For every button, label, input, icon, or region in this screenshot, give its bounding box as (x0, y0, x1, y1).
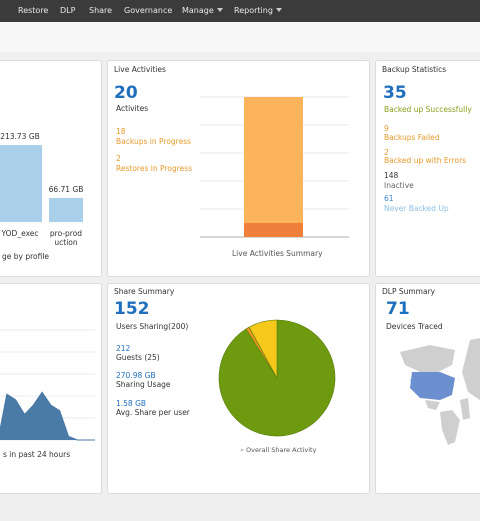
nav-item[interactable]: Restore (18, 6, 49, 15)
stat-label: Avg. Share per user (116, 408, 190, 417)
area (0, 391, 95, 441)
stat-value: 2 (116, 154, 121, 163)
world-map (400, 338, 480, 445)
bar (0, 145, 42, 222)
stat-label: Backups in Progress (116, 137, 192, 146)
nav-item[interactable]: Share (89, 6, 113, 15)
panel (107, 60, 370, 277)
stat-label: Backed up with Errors (384, 156, 467, 165)
map-country (410, 378, 418, 388)
data-label: 213.73 GB (0, 132, 40, 141)
map-land (462, 338, 480, 400)
toolbar-band (0, 22, 480, 52)
bar-segment (244, 223, 303, 237)
big-number: 20 (114, 83, 138, 103)
x-tick-label: YOD_exec (0, 229, 38, 238)
caption: Live Activities Summary (232, 249, 323, 258)
stat-value: 212 (116, 344, 131, 353)
big-number: 71 (386, 299, 410, 319)
map-land (460, 398, 470, 420)
nav-item[interactable]: Governance (124, 6, 173, 15)
nav-item[interactable]: Reporting (234, 6, 282, 15)
map-land (425, 400, 440, 410)
data-label: 66.71 GB (49, 185, 84, 194)
stat-label: Sharing Usage (116, 380, 171, 389)
stat-value: 270.98 GB (116, 371, 156, 380)
nav-item[interactable]: DLP (60, 6, 76, 15)
map-land (400, 345, 455, 372)
nav-item[interactable]: Manage (182, 6, 223, 15)
map-land (440, 410, 460, 445)
stat-label: Guests (25) (116, 353, 160, 362)
panel-title: DLP Summary (382, 287, 436, 296)
stat-label: Backups Failed (384, 133, 440, 142)
panel-title: Share Summary (114, 287, 175, 296)
legend-dot (240, 448, 244, 452)
bar (49, 197, 83, 222)
map-country (410, 372, 455, 400)
stat-label: Restores in Progress (116, 164, 192, 173)
big-number: 35 (383, 83, 407, 103)
pie-slice (248, 319, 278, 379)
panel-title: Backup Statistics (382, 65, 447, 74)
stat-value: 61 (384, 194, 394, 203)
label: Users Sharing(200) (116, 322, 189, 331)
stat-label: Inactive (384, 181, 414, 190)
stat-value: 18 (116, 127, 126, 136)
caption: ge by profile (2, 252, 50, 261)
bar-segment (244, 97, 303, 223)
caption: s in past 24 hours (3, 450, 71, 459)
caption: Overall Share Activity (246, 446, 317, 454)
label: Backed up Successfully (384, 105, 472, 114)
panel-title: Live Activities (114, 65, 166, 74)
stat-value: 2 (384, 148, 389, 157)
big-number: 152 (114, 299, 150, 319)
panel (0, 283, 102, 494)
stat-value: 148 (384, 171, 399, 180)
stat-value: 9 (384, 124, 389, 133)
label: Activites (116, 104, 149, 113)
label: Devices Traced (386, 322, 443, 331)
nav-bar: Restore DLP Share Governance Manage Repo… (0, 0, 480, 22)
x-tick-label: pro-prod uction (50, 229, 82, 247)
stat-value: 1.58 GB (116, 399, 147, 408)
stat-label: Never Backed Up (384, 204, 449, 213)
panel (375, 60, 480, 277)
